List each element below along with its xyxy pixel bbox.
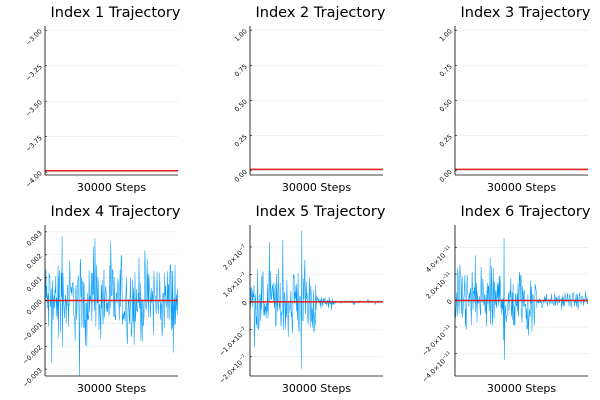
y-tick-label-3-2: 0.25 [438, 133, 454, 149]
y-tick-label-1-1: −3.00 [24, 27, 44, 47]
series-trajectory-6 [454, 238, 589, 360]
y-tick-label-5-5: −2.0×10−7 [217, 353, 249, 385]
panel-2: 0.00 0.25 0.50 0.75 1.00 Index 2 Trajectory 30… [233, 5, 386, 194]
chart-title-6: Index 6 Trajectory [461, 204, 591, 220]
y-tick-label-2-2: 0.25 [233, 133, 249, 149]
y-tick-label-1-3: −3.50 [24, 98, 44, 118]
y-tick-label-3-3: 0.50 [438, 98, 454, 114]
chart-title-4: Index 4 Trajectory [51, 204, 181, 220]
series-trajectory-5 [249, 230, 383, 369]
x-axis-label-2: 30000 Steps [282, 181, 352, 194]
chart-title-3: Index 3 Trajectory [461, 5, 591, 21]
chart-title-2: Index 2 Trajectory [256, 5, 386, 21]
chart-title-5: Index 5 Trajectory [256, 204, 386, 220]
series-trajectory-4 [44, 236, 179, 376]
y-tick-label-2-1: 0.00 [233, 168, 249, 184]
y-tick-label-5-2: 1.0×10−7 [220, 270, 249, 299]
y-tick-label-6-2: 2.0×10−11 [423, 270, 454, 301]
y-tick-label-3-5: 1.00 [438, 27, 454, 43]
y-tick-label-3-1: 0.00 [438, 168, 454, 184]
y-tick-label-2-3: 0.50 [233, 98, 249, 114]
y-tick-label-4-7: −0.003 [21, 366, 44, 389]
y-tick-label-6-3: 0 [445, 298, 454, 307]
panel-5: 2.0×10−71.0×10−70 −1.0×10−7−2.0×10−7 Index… [217, 204, 386, 395]
panel-1: −3.00 −3.25 −3.50 −3.75 −4.00 Index 1 Traject… [24, 5, 181, 194]
y-tick-label-4-5: −0.001 [21, 321, 44, 344]
y-tick-label-1-2: −3.25 [24, 63, 44, 83]
y-tick-label-5-3: 0 [240, 299, 249, 308]
y-tick-label-4-1: 0.003 [25, 229, 44, 248]
y-tick-label-4-2: 0.002 [25, 252, 44, 271]
x-axis-label-4: 30000 Steps [77, 382, 147, 395]
x-axis-label-6: 30000 Steps [487, 382, 557, 395]
y-tick-label-3-4: 0.75 [438, 63, 454, 79]
panel-3: 0.00 0.25 0.50 0.75 1.00 Index 3 Trajectory 30… [438, 5, 591, 194]
y-tick-label-2-5: 1.00 [233, 27, 249, 43]
y-tick-label-4-6: −0.002 [21, 343, 44, 366]
y-tick-label-6-1: 4.0×10−11 [423, 244, 454, 275]
panel-4: 0.003 0.002 0.001 0.000 −0.001−0.002−0.003 In… [21, 204, 181, 395]
panel-6: 4.0×10−112.0×10−110−2.0×10−11−4.0×10−11I… [421, 204, 591, 395]
y-tick-label-4-4: 0.000 [25, 298, 44, 317]
y-tick-label-1-5: −4.00 [24, 169, 44, 189]
y-tick-label-2-4: 0.75 [233, 63, 249, 79]
y-tick-label-4-3: 0.001 [25, 275, 44, 294]
x-axis-label-3: 30000 Steps [487, 181, 557, 194]
x-axis-label-1: 30000 Steps [77, 181, 147, 194]
y-tick-label-5-1: 2.0×10−7 [220, 243, 249, 272]
y-tick-label-1-4: −3.75 [24, 134, 44, 154]
x-axis-label-5: 30000 Steps [282, 382, 352, 395]
chart-title-1: Index 1 Trajectory [51, 5, 181, 21]
y-tick-label-5-4: −1.0×10−7 [217, 325, 249, 357]
